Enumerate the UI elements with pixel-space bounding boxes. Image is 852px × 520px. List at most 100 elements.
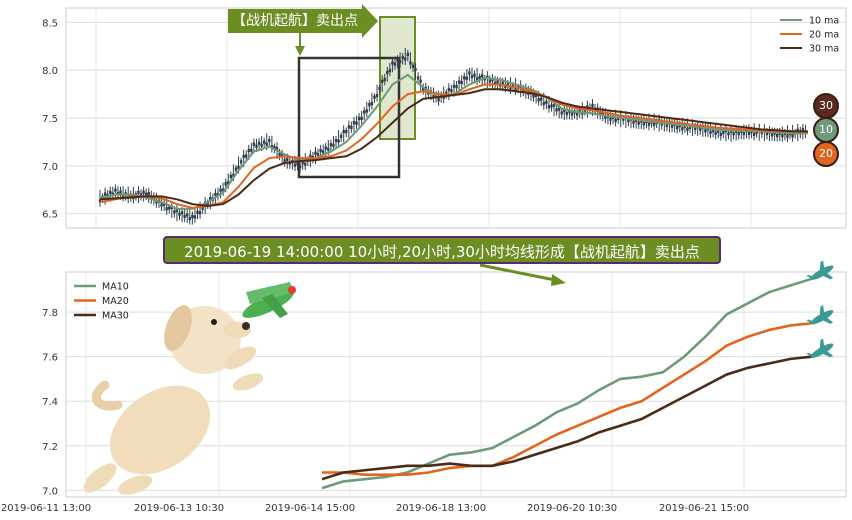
candle-body [114,188,117,192]
candle-body [714,131,717,135]
candle-body [475,77,479,81]
candle-body [214,192,217,196]
candle-body [688,125,692,130]
candle-body [398,59,402,64]
candle-body [142,190,145,194]
candle-body [380,79,384,84]
candle-body [786,134,789,138]
candle-body [675,125,679,130]
candle-body [350,125,353,129]
bottom-x-tick-label: 2019-06-13 10:30 [134,503,224,514]
candle-body [378,86,381,91]
candle-body [732,132,735,136]
candle-body [522,88,525,93]
candle-body [493,81,497,85]
sell-point-callout: 【战机起航】卖出点 [228,9,362,33]
candle-body [404,57,407,61]
candle-body [563,109,566,113]
candle-body [234,167,238,171]
candle-body [776,133,779,138]
bottom-legend: MA10 MA20 MA30 [74,282,129,322]
candle-body [506,82,510,87]
ma30-badge-label: 30 [819,99,833,112]
candle-body [373,95,376,99]
candle-body [383,77,386,82]
bottom-x-ticks: 2019-06-11 13:00 2019-06-13 10:30 2019-06-… [1,503,749,514]
candle-body [168,206,171,210]
candle-body [286,157,289,161]
candle-body [452,84,456,88]
candle-body [314,151,317,155]
candle-body [103,192,107,196]
candle-body [242,154,245,158]
candle-body [604,115,607,119]
candle-body [670,124,674,128]
candle-body [747,131,751,136]
candle-body [278,152,281,157]
candle-body [273,145,276,150]
candle-body [665,123,669,128]
candle-body [570,112,574,116]
candle-body [411,64,415,68]
candle-body [209,197,212,201]
candle-body [319,148,322,153]
candle-body [457,80,461,84]
candle-body [647,122,651,126]
bottom-y-tick-label: 7.6 [42,353,58,364]
candle-body [224,182,227,186]
candle-body [368,103,371,107]
candle-body [316,152,320,157]
candle-body [711,128,715,133]
candle-body [301,161,304,165]
candle-body [247,148,250,153]
candle-body [257,141,261,145]
top-y-ticks: 6.5 7.0 7.5 8.0 8.5 [42,18,58,220]
candle-body [532,94,535,98]
plane-icons [806,260,834,358]
plane-wing-top [819,305,825,319]
candle-body [293,163,297,167]
candle-body [198,211,202,215]
candle-body [478,75,481,79]
candle-body [363,110,366,114]
candle-body [465,76,469,80]
candle-body [324,146,327,150]
candle-body [334,138,338,143]
ma10-badge-label: 10 [819,123,833,136]
candle-body [357,116,361,121]
candle-body [637,121,640,125]
bottom-ma-lines [321,277,813,490]
candle-body [642,122,646,126]
candle-body [201,206,204,210]
candle-body [227,181,230,185]
candle-body [796,128,799,132]
candle-body [250,148,253,152]
candle-body [752,132,756,136]
candle-body [609,117,612,121]
candle-body [119,190,122,194]
candle-body [296,162,299,166]
candle-body [186,213,189,217]
candle-body [473,73,476,77]
candle-body [591,103,594,107]
plane-wing-bottom [819,271,834,280]
candle-body [542,101,545,106]
bottom-y-ticks: 7.0 7.2 7.4 7.6 7.8 [42,308,58,497]
bottom-x-tick-label: 2019-06-14 15:00 [265,503,355,514]
candle-body [445,91,448,95]
candle-body [239,160,243,164]
candle-body [801,128,805,132]
candle-body [791,134,794,138]
candle-body [781,134,784,138]
candle-body [599,111,602,116]
candle-body [560,111,563,115]
candle-body [332,143,335,147]
plane-icon [806,260,834,280]
bottom-legend-label: MA30 [102,311,129,322]
candle-body [755,130,758,134]
candle-body [360,116,363,120]
candle-body [547,105,551,109]
top-line-30-ma [99,88,808,208]
candle-body [555,108,558,112]
